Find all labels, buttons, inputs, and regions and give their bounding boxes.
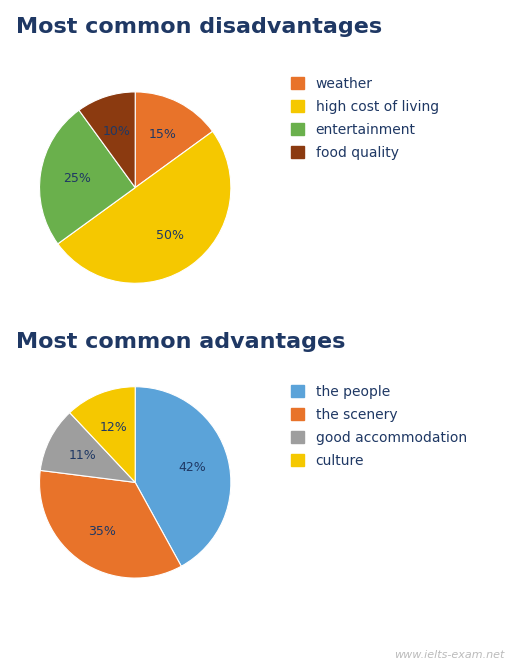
Text: 35%: 35% — [88, 525, 116, 538]
Wedge shape — [135, 387, 231, 566]
Text: 50%: 50% — [156, 229, 184, 242]
Wedge shape — [40, 110, 135, 244]
Legend: weather, high cost of living, entertainment, food quality: weather, high cost of living, entertainm… — [288, 74, 441, 163]
Text: Most common advantages: Most common advantages — [16, 332, 345, 352]
Text: 10%: 10% — [103, 125, 131, 137]
Wedge shape — [70, 387, 135, 482]
Wedge shape — [79, 92, 135, 188]
Text: 25%: 25% — [63, 172, 90, 185]
Text: 15%: 15% — [148, 128, 176, 141]
Text: 42%: 42% — [179, 461, 206, 474]
Wedge shape — [40, 470, 181, 578]
Text: 12%: 12% — [99, 421, 127, 433]
Legend: the people, the scenery, good accommodation, culture: the people, the scenery, good accommodat… — [288, 382, 470, 471]
Text: Most common disadvantages: Most common disadvantages — [16, 17, 382, 37]
Wedge shape — [58, 131, 231, 283]
Text: 11%: 11% — [69, 449, 96, 462]
Wedge shape — [40, 413, 135, 482]
Text: www.ielts-exam.net: www.ielts-exam.net — [394, 650, 504, 660]
Wedge shape — [135, 92, 213, 188]
